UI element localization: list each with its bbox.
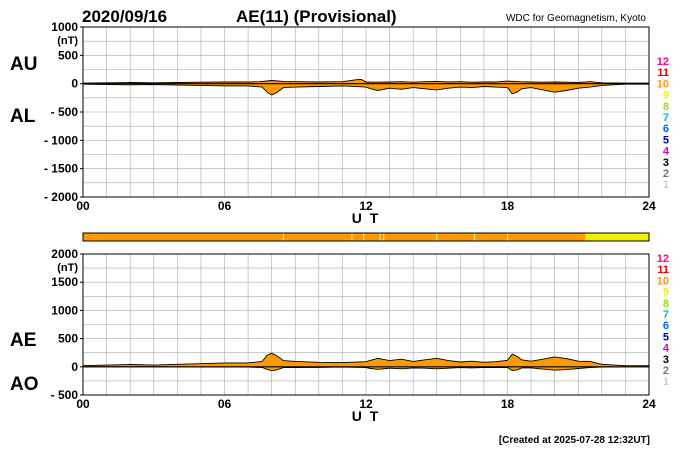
x-tick-label: 00 xyxy=(76,397,90,411)
y-tick-label: - 1000 xyxy=(44,133,78,147)
series-area-ae xyxy=(83,353,649,367)
legend-station-count: 3 xyxy=(663,354,669,366)
y-tick-label: 2000 xyxy=(51,247,78,261)
legend-station-count: 12 xyxy=(657,253,669,265)
legend-station-count: 5 xyxy=(663,331,669,343)
legend-station-count: 7 xyxy=(663,112,669,124)
y-tick-label: 500 xyxy=(58,48,78,62)
legend-station-count: 1 xyxy=(663,179,669,191)
legend-station-count: 5 xyxy=(663,134,669,146)
legend-station-count: 6 xyxy=(663,123,669,135)
ae-label: AE xyxy=(10,330,36,351)
legend-station-count: 2 xyxy=(663,168,669,180)
legend-station-count: 4 xyxy=(663,146,670,158)
x-tick-label: 06 xyxy=(218,397,232,411)
station-coverage-bar xyxy=(82,232,650,242)
legend-station-count: 11 xyxy=(657,264,669,276)
legend-station-count: 3 xyxy=(663,157,669,169)
plot-frame xyxy=(82,253,650,396)
source-label: WDC for Geomagnetism, Kyoto xyxy=(506,13,646,24)
y-unit-label: (nT) xyxy=(57,35,78,47)
date-title: 2020/09/16 xyxy=(82,7,167,26)
series-area-au xyxy=(83,79,649,84)
legend-station-count: 8 xyxy=(663,101,669,113)
al-label: AL xyxy=(10,106,36,127)
legend-station-count: 4 xyxy=(663,343,670,355)
y-tick-label: 500 xyxy=(58,332,78,346)
y-tick-label: 0 xyxy=(71,360,78,374)
x-tick-label: 00 xyxy=(76,199,90,213)
series-line-au xyxy=(82,78,649,84)
index-title: AE(11) (Provisional) xyxy=(236,7,397,26)
au-label: AU xyxy=(10,54,37,75)
y-tick-label: 0 xyxy=(71,77,78,91)
ao-label: AO xyxy=(10,374,39,395)
ae-ao-panel: 2000 1500 1000 500 0 - 500 (nT) 00 06 12 18 24 U T xyxy=(51,247,656,424)
coverage-segment xyxy=(83,233,586,241)
series-line-al xyxy=(82,83,649,96)
x-tick-label: 18 xyxy=(501,397,515,411)
y-tick-label: - 2000 xyxy=(44,190,78,204)
x-tick-label: 18 xyxy=(501,199,515,213)
legend-station-count: 7 xyxy=(663,309,669,321)
legend-station-count: 9 xyxy=(663,90,669,102)
x-tick-label: 06 xyxy=(218,199,232,213)
y-tick-label: - 500 xyxy=(51,105,79,119)
legend-station-count: 2 xyxy=(663,365,669,377)
x-tick-label: 12 xyxy=(359,199,373,213)
coverage-segment xyxy=(585,233,649,241)
legend-station-count: 1 xyxy=(663,376,669,388)
x-tick-label: 24 xyxy=(642,199,656,213)
legend-station-count: 8 xyxy=(663,298,669,310)
x-axis-title: U T xyxy=(352,408,381,424)
y-tick-label: 1500 xyxy=(51,275,78,289)
series-area-al xyxy=(83,83,649,95)
legend-station-count: 12 xyxy=(657,56,669,68)
legend-station-count: 10 xyxy=(657,275,669,287)
y-tick-label: - 1500 xyxy=(44,162,78,176)
series-line-ae xyxy=(82,352,649,367)
y-unit-label: (nT) xyxy=(57,262,78,274)
coverage-frame xyxy=(82,232,650,242)
legend-station-count: 10 xyxy=(657,78,669,90)
legend-station-count: 6 xyxy=(663,320,669,332)
legend-station-count: 11 xyxy=(657,67,669,79)
created-timestamp: [Created at 2025-07-28 12:32UT] xyxy=(499,435,650,446)
y-tick-label: 1000 xyxy=(51,20,78,34)
x-tick-label: 24 xyxy=(642,397,656,411)
x-axis-title: U T xyxy=(352,210,381,226)
legend-station-count: 9 xyxy=(663,287,669,299)
au-al-panel: 1000 500 0 - 500 - 1000 - 1500 - 2000 (nT) 00 06 1… xyxy=(44,20,656,226)
y-tick-label: - 500 xyxy=(51,388,79,402)
x-tick-label: 12 xyxy=(359,397,373,411)
y-tick-label: 1000 xyxy=(51,303,78,317)
